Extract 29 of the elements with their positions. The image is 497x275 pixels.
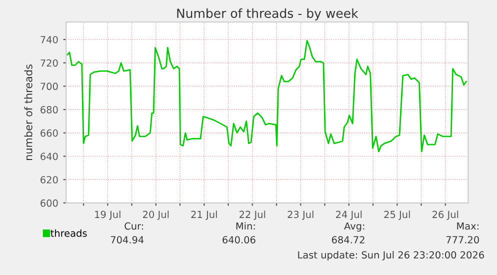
x-tick-label: 20 Jul [143, 210, 169, 220]
y-axis-title: number of threads [24, 64, 32, 160]
chart-title: Number of threads - by week [177, 8, 358, 20]
y-tick-label: 600 [40, 199, 58, 207]
x-tick-label: 24 Jul [336, 210, 362, 220]
text: 777.20 [446, 236, 479, 244]
y-tick-label: 660 [40, 129, 58, 137]
text: 684.72 [332, 236, 364, 244]
text: Last update: Sun Jul 26 23:20:00 2026 [298, 251, 484, 260]
y-tick-label: 740 [40, 36, 58, 44]
y-tick-label: 620 [40, 176, 58, 184]
x-tick-label: 26 Jul [432, 210, 458, 220]
y-tick-label: 700 [40, 82, 58, 90]
y-tick-label: 680 [40, 106, 58, 114]
text: Min: [236, 222, 255, 230]
text: Cur: [124, 222, 143, 230]
text: 640.06 [222, 236, 256, 244]
y-tick-label: 720 [40, 59, 58, 67]
text: Avg: [344, 222, 364, 232]
text: Max: [457, 222, 478, 230]
legend-label: threads [50, 229, 87, 237]
line-series [66, 40, 467, 152]
x-tick-label: 21 Jul [191, 210, 217, 220]
x-tick-label: 25 Jul [384, 210, 410, 220]
x-tick-label: 22 Jul [240, 210, 266, 220]
x-tick-label: 19 Jul [95, 210, 120, 220]
text: 704.94 [110, 236, 144, 244]
x-tick-label: 23 Jul [288, 210, 314, 220]
y-tick-label: 640 [40, 152, 58, 160]
